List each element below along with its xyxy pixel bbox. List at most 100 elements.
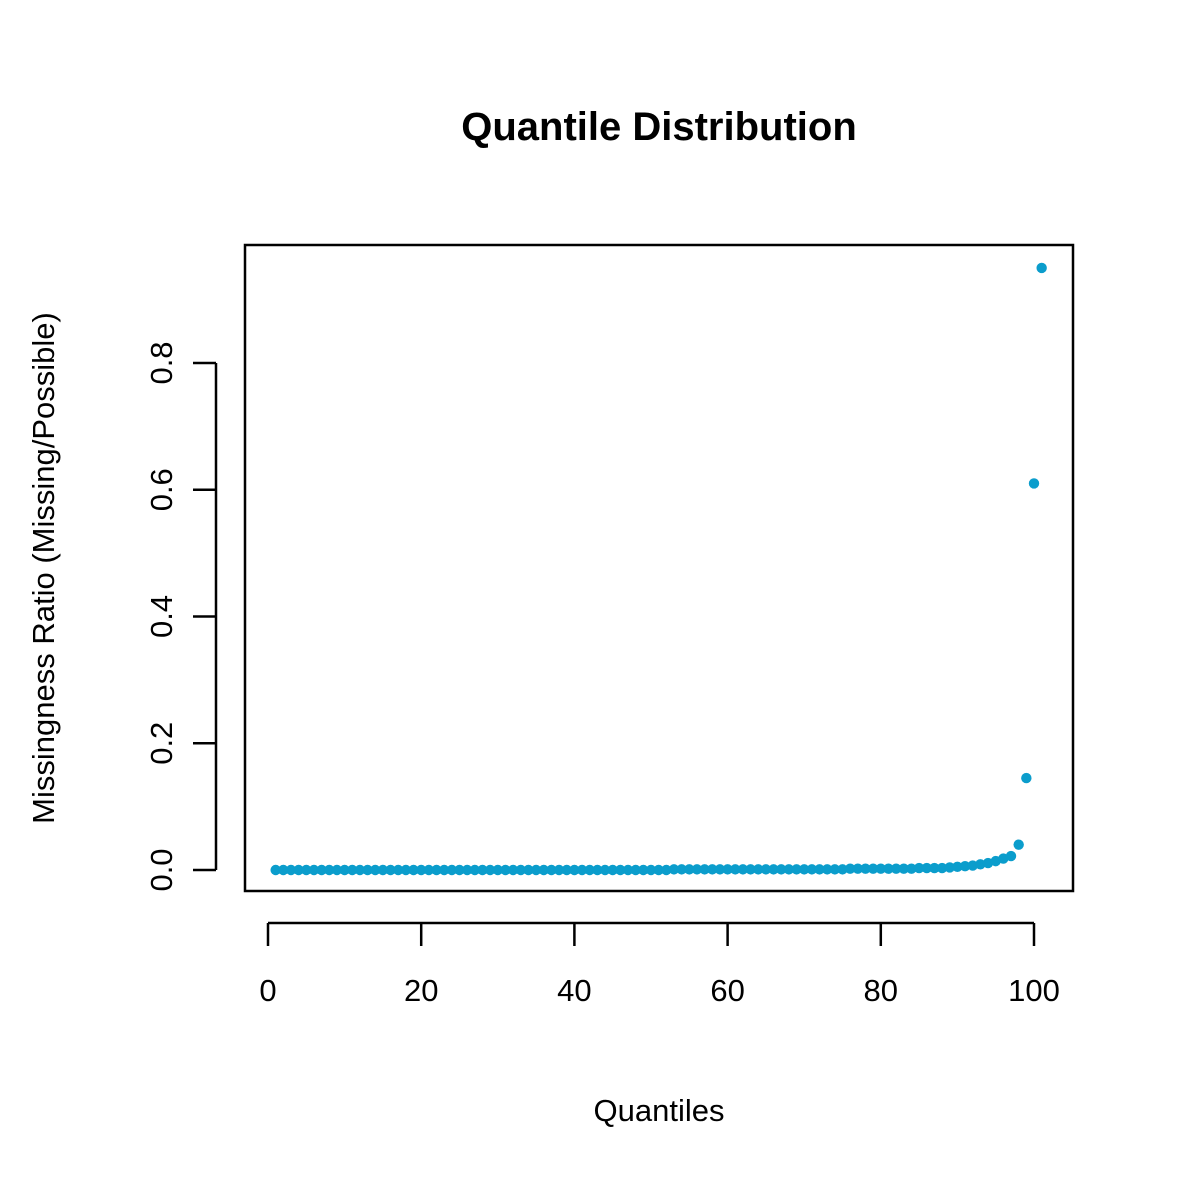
data-point xyxy=(285,864,297,876)
data-point xyxy=(638,864,649,876)
data-point xyxy=(806,864,818,875)
data-point xyxy=(431,864,442,876)
data-point xyxy=(753,864,764,875)
data-point xyxy=(799,864,810,875)
data-point xyxy=(883,863,894,874)
data-point xyxy=(776,864,787,875)
data-point xyxy=(377,864,389,876)
data-point xyxy=(814,864,825,875)
data-point xyxy=(393,864,404,876)
y-tick-label: 0.2 xyxy=(144,722,179,765)
x-tick-label: 100 xyxy=(1008,973,1060,1008)
chart-title: Quantile Distribution xyxy=(461,105,857,149)
data-points xyxy=(270,262,1047,876)
data-point xyxy=(461,864,473,876)
y-tick-label: 0.4 xyxy=(144,595,179,638)
data-point xyxy=(875,863,886,874)
data-point xyxy=(408,864,419,876)
data-point xyxy=(523,864,534,876)
x-axis: 0 20 40 60 80 100 xyxy=(259,921,1060,1008)
data-point xyxy=(615,864,626,876)
y-tick-label: 0.6 xyxy=(144,468,179,511)
x-tick-label: 20 xyxy=(404,973,438,1008)
data-point xyxy=(730,864,741,875)
data-point xyxy=(921,862,932,874)
data-point xyxy=(293,864,304,876)
data-point xyxy=(745,864,756,875)
data-point xyxy=(722,864,733,875)
data-point xyxy=(952,861,963,873)
data-point xyxy=(684,864,695,875)
data-point xyxy=(423,864,435,876)
y-axis-label: Missingness Ratio (Missing/Possible) xyxy=(26,312,61,824)
data-point xyxy=(454,864,465,876)
data-point xyxy=(1013,839,1024,850)
data-point xyxy=(1036,262,1047,274)
data-point xyxy=(507,864,519,876)
data-point xyxy=(561,864,572,876)
data-point xyxy=(301,864,312,876)
data-point xyxy=(1005,850,1017,862)
data-point xyxy=(515,864,526,876)
data-point xyxy=(944,862,955,873)
data-point xyxy=(492,864,503,876)
data-point xyxy=(347,864,358,876)
data-point xyxy=(668,864,680,875)
data-point xyxy=(324,864,335,876)
y-tick-label: 0.8 xyxy=(144,341,179,384)
data-point xyxy=(484,864,496,876)
data-point xyxy=(768,864,779,875)
data-point xyxy=(546,864,557,876)
data-point xyxy=(760,864,772,875)
plot-frame xyxy=(243,243,1075,893)
y-tick-label: 0.0 xyxy=(144,848,179,891)
data-point xyxy=(1021,772,1032,784)
data-point xyxy=(867,863,879,874)
data-point xyxy=(676,864,687,875)
data-point xyxy=(538,864,549,876)
data-point xyxy=(929,862,940,874)
data-point xyxy=(331,864,343,876)
data-point xyxy=(630,864,641,876)
data-point xyxy=(653,864,664,876)
data-point xyxy=(844,863,856,874)
data-point xyxy=(707,864,718,875)
data-point xyxy=(645,864,657,876)
data-point xyxy=(599,864,611,876)
data-point xyxy=(898,863,909,874)
data-point xyxy=(316,864,327,876)
x-tick-label: 0 xyxy=(259,973,276,1008)
x-axis-label: Quantiles xyxy=(594,1093,725,1128)
data-point xyxy=(852,863,864,874)
data-point xyxy=(1028,478,1040,489)
data-point xyxy=(584,864,595,876)
data-point xyxy=(829,864,841,875)
x-tick-label: 80 xyxy=(864,973,898,1008)
data-point xyxy=(270,864,281,876)
data-point xyxy=(576,864,588,876)
data-point xyxy=(691,864,703,875)
data-point xyxy=(699,864,710,875)
data-point xyxy=(339,864,350,876)
data-point xyxy=(416,864,427,876)
data-point xyxy=(737,864,749,875)
data-point xyxy=(385,864,396,876)
data-point xyxy=(607,864,618,876)
data-point xyxy=(469,864,481,876)
data-point xyxy=(438,864,450,876)
data-point xyxy=(959,860,971,872)
data-point xyxy=(500,864,511,876)
data-point xyxy=(913,862,925,874)
data-point xyxy=(477,864,488,876)
data-point xyxy=(308,864,320,876)
x-tick-label: 40 xyxy=(557,973,591,1008)
data-point xyxy=(975,859,986,870)
data-point xyxy=(278,864,289,876)
data-point xyxy=(821,864,833,875)
data-point xyxy=(906,863,917,874)
data-point xyxy=(530,864,542,876)
data-point xyxy=(890,863,902,874)
data-point xyxy=(553,864,565,876)
data-point xyxy=(370,864,381,876)
